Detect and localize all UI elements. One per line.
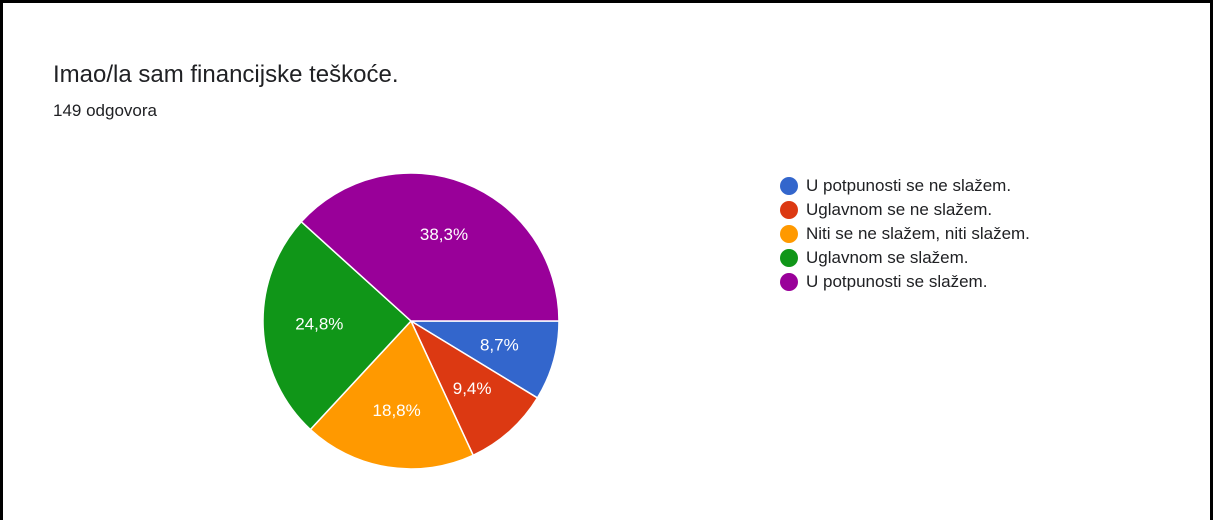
legend-label: U potpunosti se slažem.: [806, 272, 988, 291]
legend-color-dot: [780, 201, 798, 219]
pie-slice-label-1: 8,7%: [480, 335, 519, 354]
legend-label: U potpunosti se ne slažem.: [806, 176, 1012, 195]
pie-slice-5[interactable]: [300, 172, 560, 322]
pie-slice-label-3: 18,8%: [373, 401, 421, 420]
legend-color-dot: [780, 225, 798, 243]
legend-item-5[interactable]: U potpunosti se slažem.: [780, 270, 1030, 294]
legend-item-3[interactable]: Niti se ne slažem, niti slažem.: [780, 222, 1030, 246]
pie-slice-label-5: 38,3%: [420, 225, 468, 244]
legend-item-2[interactable]: Uglavnom se ne slažem.: [780, 198, 1030, 222]
legend-color-dot: [780, 249, 798, 267]
pie-chart: 8,7% 9,4% 18,8% 24,8% 38,3%: [262, 172, 560, 470]
pie-slice-2[interactable]: [409, 319, 539, 457]
legend-color-dot: [780, 273, 798, 291]
legend-item-4[interactable]: Uglavnom se slažem.: [780, 246, 1030, 270]
legend-label: Niti se ne slažem, niti slažem.: [806, 224, 1030, 243]
pie-slice-label-2: 9,4%: [453, 379, 492, 398]
pie-slice-label-4: 24,8%: [295, 315, 343, 334]
legend-item-1[interactable]: U potpunosti se ne slažem.: [780, 174, 1030, 198]
legend-color-dot: [780, 177, 798, 195]
pie-slice-3[interactable]: [309, 319, 475, 470]
chart-legend: U potpunosti se ne slažem. Uglavnom se ne…: [780, 174, 1030, 294]
legend-label: Uglavnom se slažem.: [806, 248, 969, 267]
response-count: 149 odgovora: [53, 101, 157, 120]
legend-label: Uglavnom se ne slažem.: [806, 200, 993, 219]
pie-slice-4[interactable]: [262, 220, 413, 431]
chart-title: Imao/la sam financijske teškoće.: [53, 61, 399, 88]
